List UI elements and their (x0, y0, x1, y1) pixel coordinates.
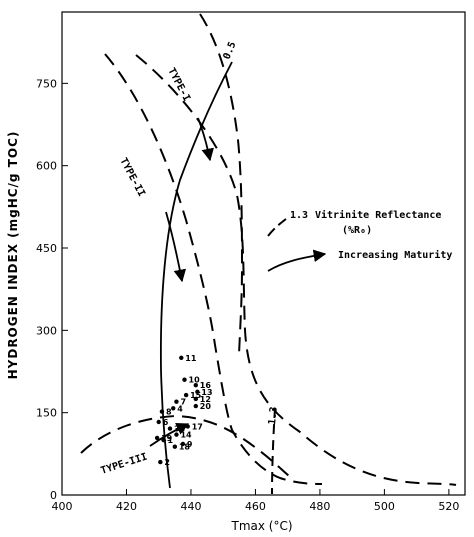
data-point-label-10: 10 (189, 376, 201, 385)
vitrinite-0-5-label: 0.5 (222, 40, 239, 61)
type-2-arrow (165, 211, 187, 283)
data-point-label-12: 12 (200, 395, 211, 404)
legend-vitrinite-value: 1.3 (290, 210, 308, 221)
legend-dashed-sample (267, 218, 287, 237)
data-point-10 (182, 377, 187, 382)
data-point-label-7: 7 (180, 398, 186, 407)
type-3-arrow (149, 423, 190, 447)
data-point-label-16: 16 (200, 381, 212, 390)
data-point-label-2: 2 (164, 458, 170, 467)
legend-vitrinite-unit: (%R₀) (342, 225, 372, 236)
x-tick-label: 420 (116, 500, 137, 513)
upper-envelope-curve (199, 13, 244, 356)
data-point-20 (193, 403, 198, 409)
data-point-7 (174, 399, 179, 404)
type-2-curve (104, 53, 323, 485)
legend-maturity-arrow (267, 249, 327, 272)
data-point-15 (183, 392, 189, 398)
x-axis-title: Tmax (°C) (230, 519, 292, 533)
data-point-16 (193, 383, 198, 388)
data-point-label-17: 17 (192, 422, 203, 431)
x-tick-label: 460 (245, 500, 266, 513)
type-3-label: TYPE-III (100, 452, 149, 477)
data-point-label-11: 11 (185, 354, 197, 363)
x-tick-label: 440 (180, 500, 201, 513)
data-point-2 (158, 459, 163, 465)
y-tick-label: 450 (36, 242, 57, 255)
data-point-4 (171, 406, 176, 411)
data-point-35 (167, 426, 173, 431)
x-tick-label: 520 (438, 500, 459, 513)
plot-frame (61, 11, 466, 496)
y-tick-label: 750 (36, 77, 57, 90)
data-point-9 (180, 441, 186, 447)
type-1-arrow (197, 117, 214, 162)
data-point-label-14: 14 (180, 431, 192, 440)
legend-vitrinite-label: Vitrinite Reflectance (315, 209, 441, 221)
data-point-17 (185, 424, 190, 429)
data-point-label-4: 4 (177, 404, 183, 413)
y-tick-label: 600 (36, 160, 57, 173)
data-point-14 (174, 432, 179, 437)
vitrinite-1-3-line (271, 407, 276, 495)
data-point-19 (154, 435, 160, 441)
data-point-12 (193, 396, 198, 402)
data-point-label-19: 19 (161, 434, 173, 443)
data-point-11 (179, 355, 184, 360)
legend: 1.3 Vitrinite Reflectance (%R₀) Increasi… (267, 209, 452, 272)
data-point-label-20: 20 (200, 402, 212, 411)
data-point-13 (195, 389, 200, 395)
legend-maturity-label: Increasing Maturity (338, 249, 452, 261)
data-point-label-18: 18 (179, 443, 191, 452)
y-tick-label: 300 (36, 324, 57, 337)
data-point-label-8: 8 (166, 408, 172, 417)
y-axis-title: HYDROGEN INDEX (mgHC/g TOC) (6, 131, 20, 380)
x-ticks: 400 420 440 460 480 500 520 (52, 489, 459, 513)
y-tick-label: 0 (50, 489, 57, 502)
type-3-curve (80, 414, 290, 477)
data-point-6 (156, 419, 161, 425)
data-point-label-15: 15 (190, 391, 202, 400)
data-point-label-1: 1 (168, 436, 174, 445)
type-1-curve (135, 54, 457, 486)
data-point-label-6: 6 (163, 418, 169, 427)
vitrinite-1-3-label: 1.3 (267, 406, 280, 425)
x-tick-label: 400 (52, 500, 73, 513)
data-point-label-35: 35 (174, 425, 186, 434)
data-point-1 (161, 437, 166, 443)
x-tick-label: 480 (309, 500, 330, 513)
data-point-label-9: 9 (187, 440, 193, 449)
x-tick-label: 500 (374, 500, 395, 513)
type-2-label: TYPE-II (117, 156, 147, 198)
y-ticks: 0 150 300 450 600 750 (36, 77, 68, 502)
data-point-label-13: 13 (201, 388, 212, 397)
vitrinite-0-5-line (159, 61, 233, 489)
y-tick-label: 150 (36, 407, 57, 420)
data-point-18 (172, 444, 178, 449)
data-point-8 (159, 409, 165, 414)
